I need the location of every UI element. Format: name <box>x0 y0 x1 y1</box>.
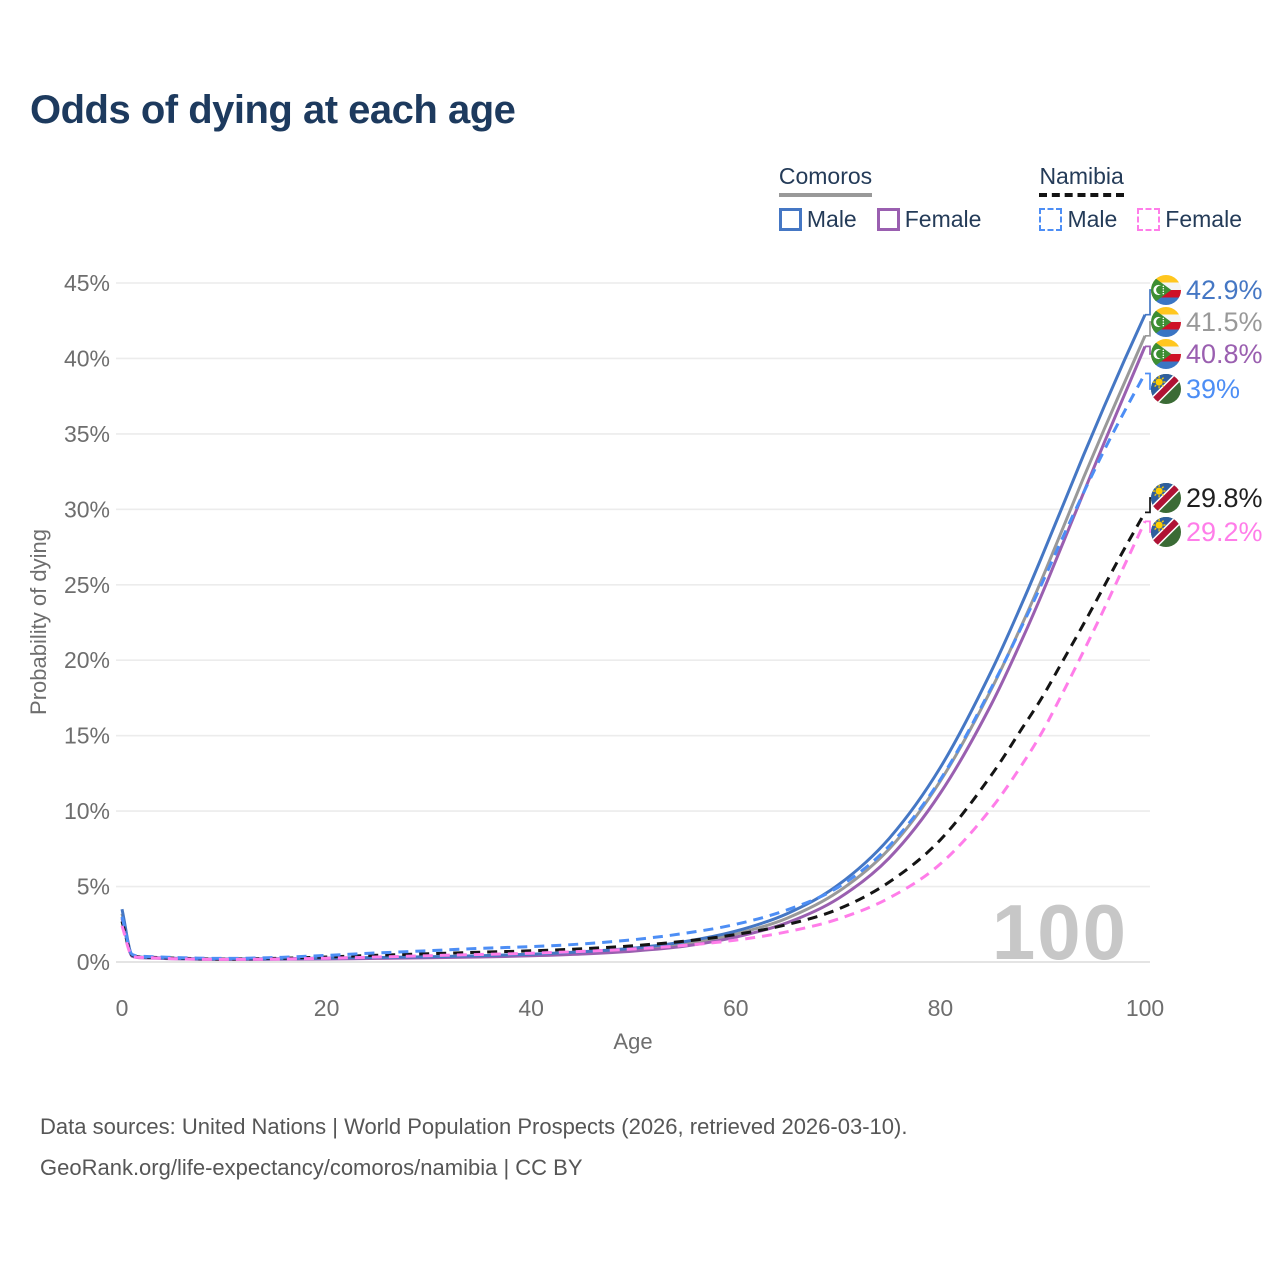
x-tick-label-20: 20 <box>314 995 340 1021</box>
y-tick-label-20: 20% <box>64 647 110 673</box>
flag-comoros-icon <box>1151 307 1181 337</box>
flag-namibia-icon <box>1151 374 1181 404</box>
flag-namibia-icon <box>1151 517 1181 547</box>
chart-title: Odds of dying at each age <box>30 88 516 132</box>
series-line-comoros_male[interactable] <box>120 314 1147 961</box>
end-value-label-comoros_male: 42.9% <box>1186 275 1263 305</box>
y-tick-label-45: 45% <box>64 270 110 296</box>
y-tick-label-10: 10% <box>64 798 110 824</box>
flag-comoros-icon <box>1151 275 1181 305</box>
source-note-line2: GeoRank.org/life-expectancy/comoros/nami… <box>40 1155 583 1180</box>
flag-comoros-icon <box>1151 339 1181 369</box>
end-value-label-namibia_male: 39% <box>1186 374 1240 404</box>
series-line-namibia_male[interactable] <box>120 372 1147 960</box>
end-value-label-comoros_both: 41.5% <box>1186 307 1263 337</box>
end-annotation-comoros_female: 40.8% <box>1145 339 1263 369</box>
end-annotation-namibia_both: 29.8% <box>1145 483 1263 514</box>
end-annotation-namibia_female: 29.2% <box>1145 517 1263 547</box>
source-note-line1: Data sources: United Nations | World Pop… <box>40 1114 908 1139</box>
age-watermark: 100 <box>992 888 1128 976</box>
legend-item-comoros-female[interactable]: Female <box>876 206 982 233</box>
y-tick-label-40: 40% <box>64 345 110 371</box>
legend: Comoros Male Female Namibia Male <box>778 163 1242 233</box>
x-tick-label-100: 100 <box>1126 995 1164 1021</box>
y-tick-label-0: 0% <box>77 949 110 975</box>
legend-group-namibia: Namibia Male Female <box>1039 163 1242 233</box>
legend-group-title-comoros: Comoros <box>778 163 873 197</box>
series-line-namibia_female[interactable] <box>120 520 1147 961</box>
end-annotation-comoros_both: 41.5% <box>1145 307 1263 337</box>
y-tick-label-30: 30% <box>64 496 110 522</box>
legend-item-namibia-female[interactable]: Female <box>1137 206 1242 233</box>
series-line-comoros_female[interactable] <box>120 345 1147 961</box>
end-value-label-comoros_female: 40.8% <box>1186 339 1263 369</box>
flag-namibia-icon <box>1151 483 1181 513</box>
y-tick-label-15: 15% <box>64 723 110 749</box>
y-axis-title: Probability of dying <box>26 529 51 715</box>
x-tick-label-80: 80 <box>928 995 954 1021</box>
legend-group-title-namibia: Namibia <box>1039 163 1124 197</box>
end-annotation-namibia_male: 39% <box>1145 372 1240 404</box>
legend-item-label: Female <box>904 206 982 232</box>
series-line-comoros_both[interactable] <box>120 335 1147 961</box>
end-value-label-namibia_female: 29.2% <box>1186 517 1263 547</box>
source-note: Data sources: United Nations | World Pop… <box>40 1106 907 1188</box>
series-line-namibia_both[interactable] <box>120 511 1147 961</box>
x-tick-label-40: 40 <box>518 995 544 1021</box>
end-value-label-namibia_both: 29.8% <box>1186 483 1263 513</box>
legend-item-namibia-male[interactable]: Male <box>1039 206 1117 233</box>
legend-swatch-namibia-male <box>1039 208 1063 231</box>
x-tick-label-0: 0 <box>116 995 129 1021</box>
legend-item-comoros-male[interactable]: Male <box>778 206 857 233</box>
x-tick-label-60: 60 <box>723 995 749 1021</box>
end-annotation-comoros_male: 42.9% <box>1145 275 1263 316</box>
legend-item-label: Female <box>1165 206 1242 232</box>
legend-group-comoros: Comoros Male Female <box>778 163 982 233</box>
legend-swatch-comoros-female <box>876 208 900 231</box>
legend-swatch-namibia-female <box>1137 208 1161 231</box>
legend-item-label: Male <box>806 206 857 232</box>
y-tick-label-5: 5% <box>77 874 110 900</box>
y-tick-label-35: 35% <box>64 421 110 447</box>
legend-swatch-comoros-male <box>778 208 802 231</box>
y-tick-label-25: 25% <box>64 572 110 598</box>
x-axis-title: Age <box>613 1029 652 1054</box>
legend-item-label: Male <box>1067 206 1118 232</box>
